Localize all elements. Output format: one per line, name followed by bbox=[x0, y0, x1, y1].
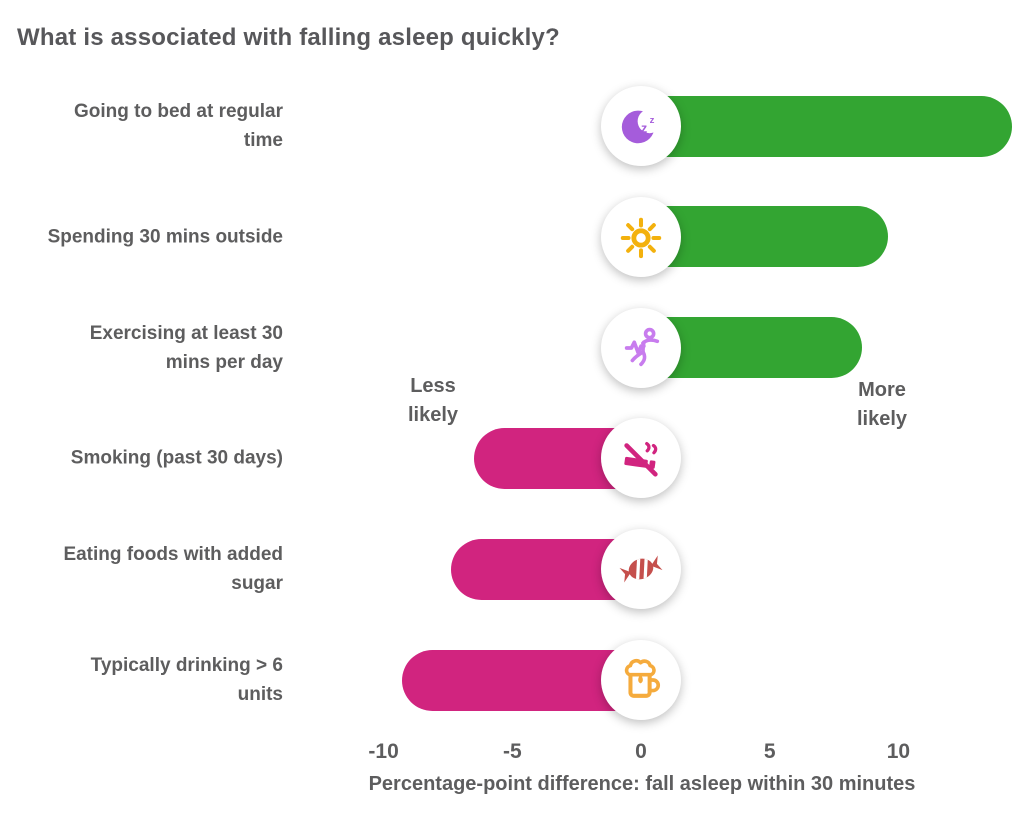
category-label: Eating foods with added sugar bbox=[63, 544, 283, 595]
more-likely-label: More likely bbox=[856, 379, 908, 430]
category-label: Exercising at least 30 mins per day bbox=[89, 322, 283, 373]
no-smoking-icon bbox=[624, 442, 658, 477]
x-tick: -5 bbox=[502, 740, 522, 763]
x-tick: 5 bbox=[763, 740, 776, 763]
category-label: Going to bed at regular time bbox=[73, 101, 283, 151]
x-axis-label: Percentage-point difference: fall asleep… bbox=[368, 773, 916, 795]
runner-icon bbox=[624, 327, 660, 366]
sun-icon bbox=[620, 217, 662, 258]
less-likely-label: Less likely bbox=[407, 375, 459, 426]
icon-badge bbox=[601, 640, 681, 720]
moon-zzz-icon: zz bbox=[621, 109, 662, 144]
candy-icon bbox=[619, 555, 663, 583]
category-label: Spending 30 mins outside bbox=[47, 226, 283, 248]
x-tick: -10 bbox=[368, 740, 399, 763]
chart-title: What is associated with falling asleep q… bbox=[17, 24, 560, 51]
icon-badge bbox=[601, 418, 681, 499]
x-tick: 0 bbox=[635, 740, 647, 763]
category-label: Smoking (past 30 days) bbox=[70, 447, 283, 469]
x-tick: 10 bbox=[886, 740, 911, 763]
svg-text:z: z bbox=[650, 115, 655, 126]
icon-badge bbox=[601, 529, 681, 610]
svg-text:z: z bbox=[641, 122, 647, 136]
icon-badge bbox=[601, 307, 681, 388]
beer-icon bbox=[624, 658, 660, 698]
category-label: Typically drinking > 6 units bbox=[90, 655, 283, 705]
icon-badge bbox=[601, 196, 681, 277]
value-bar bbox=[621, 95, 1012, 157]
